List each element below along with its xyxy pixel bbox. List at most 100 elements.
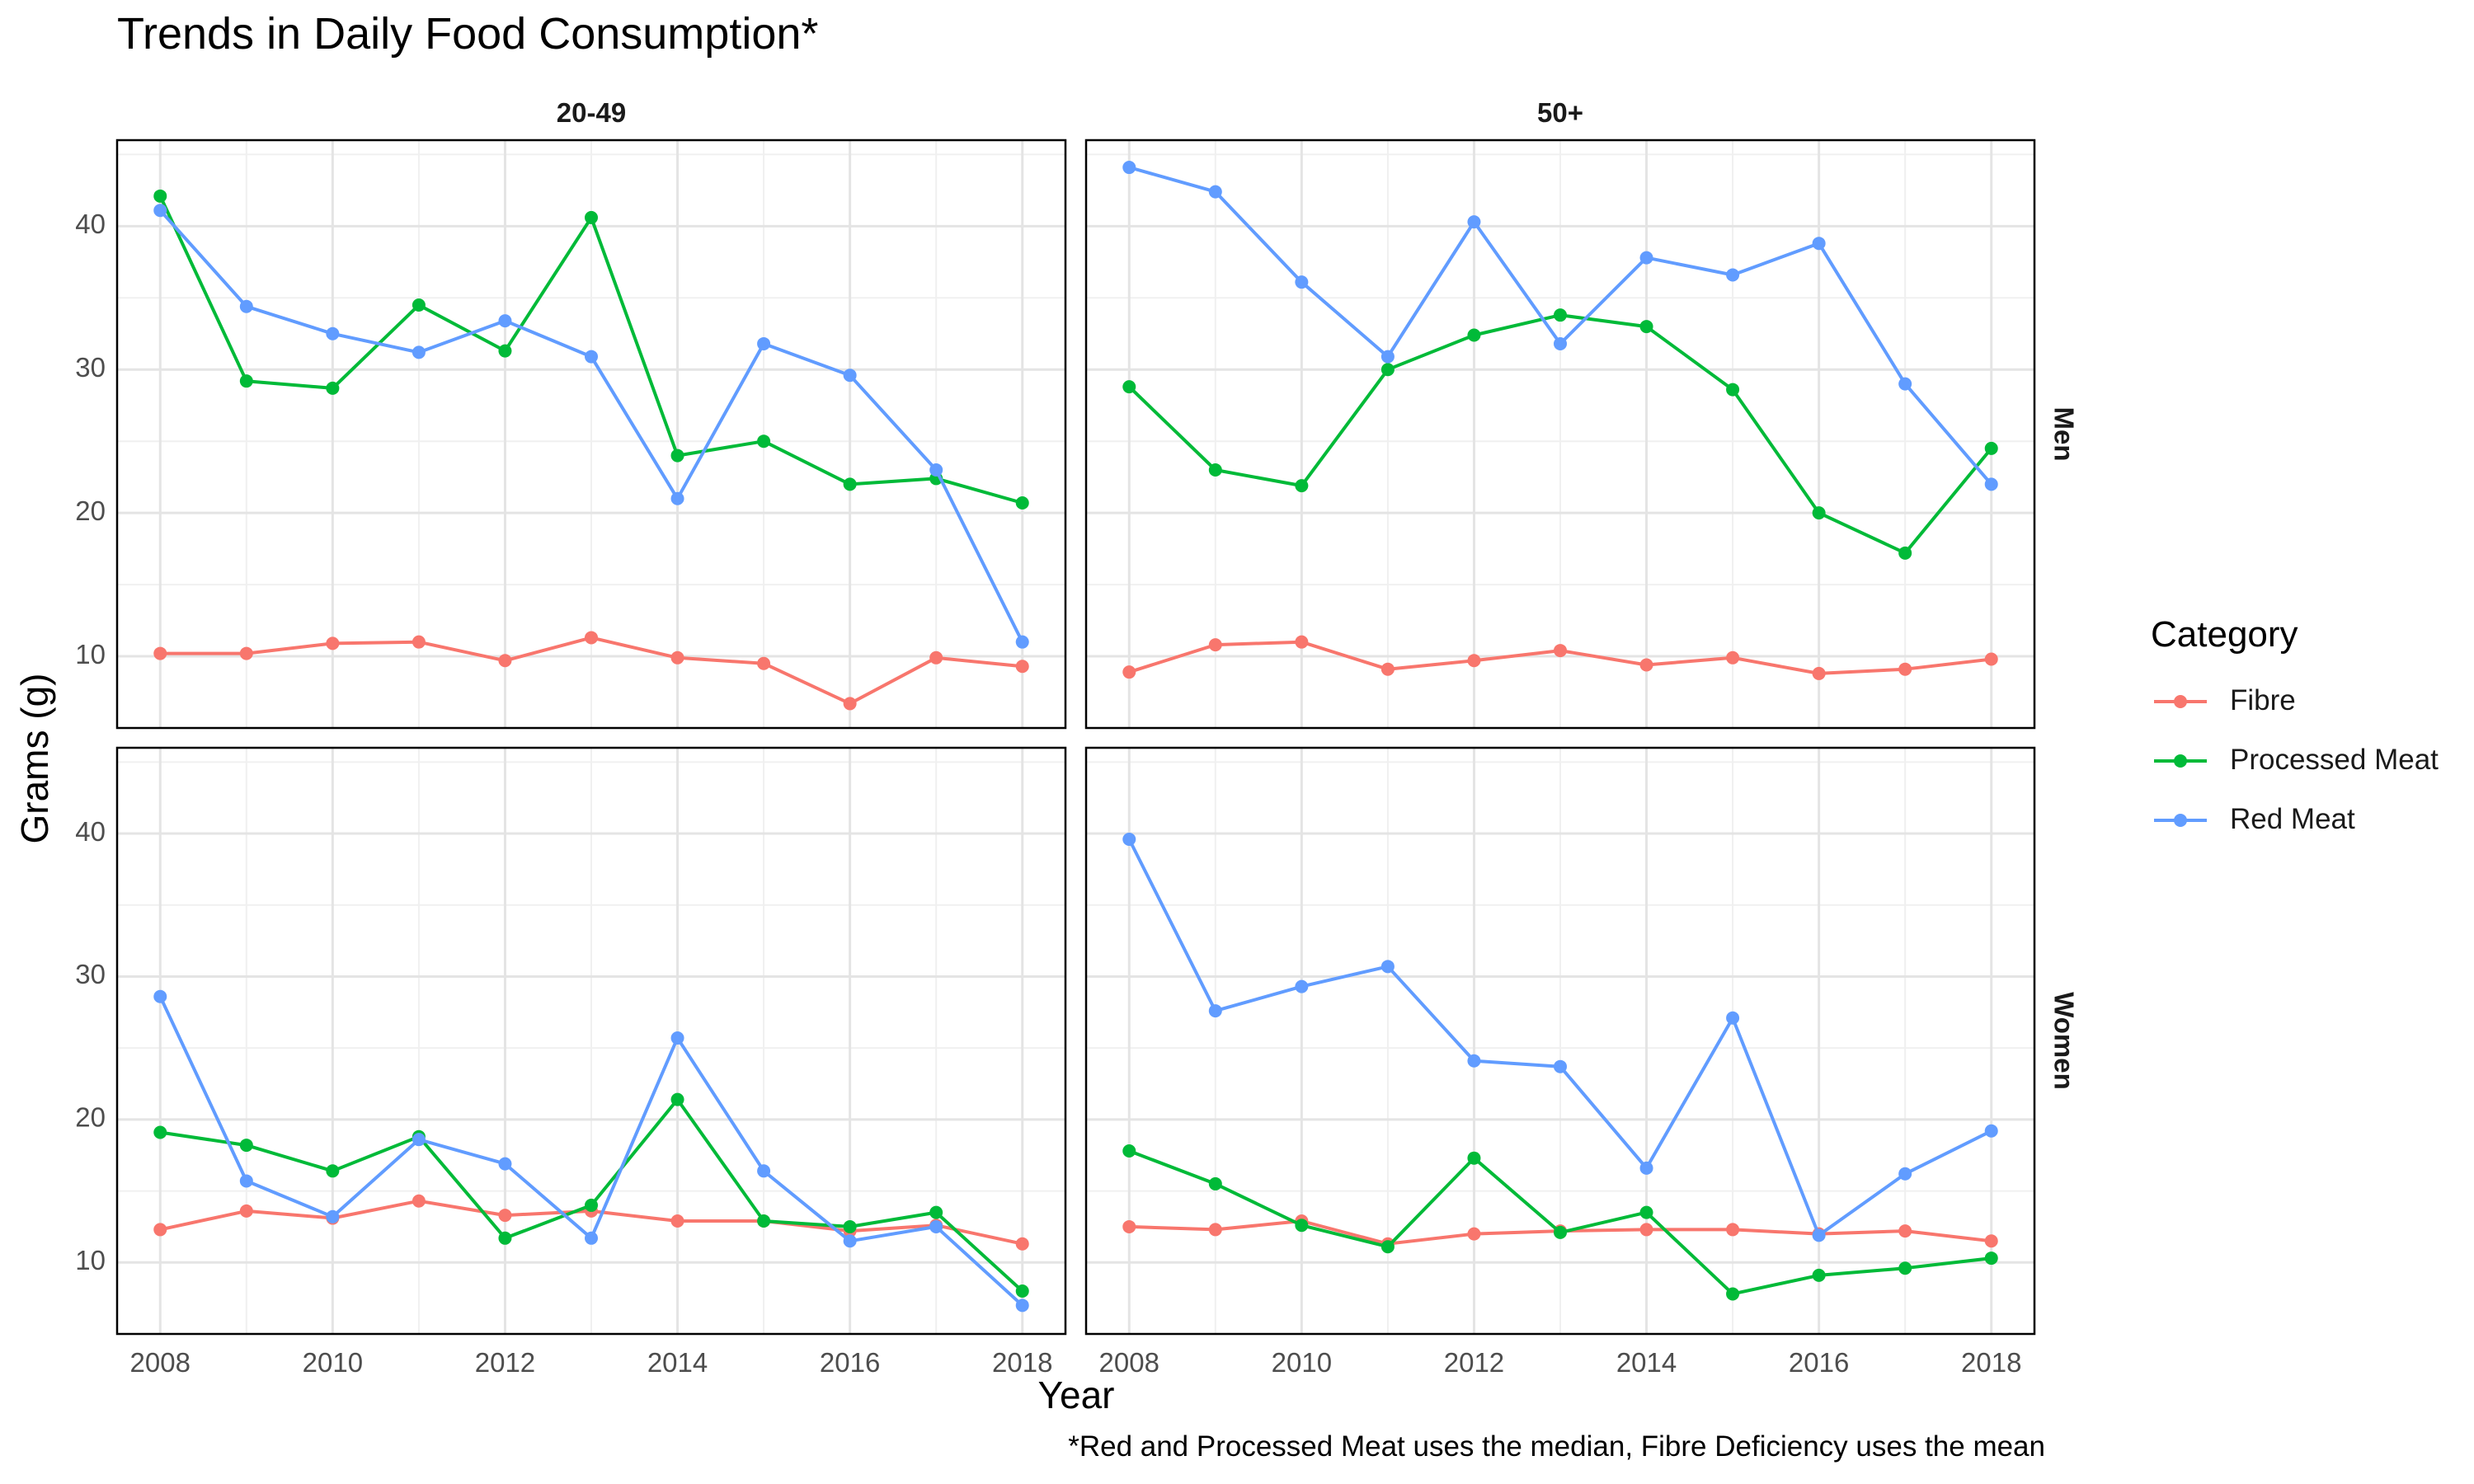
data-point-red-meat-20-49-women (1015, 1298, 1029, 1313)
data-point-fibre-20-49-men (1015, 660, 1029, 674)
legend-label-red-meat: Red Meat (2230, 803, 2355, 835)
data-point-red-meat-20-49-men (585, 350, 598, 364)
data-point-red-meat-20-49-men (326, 326, 340, 340)
data-point-red-meat-50-men (1984, 477, 1998, 491)
data-point-fibre-20-49-women (412, 1194, 426, 1208)
data-point-processed-meat-50-women (1554, 1225, 1567, 1239)
data-point-processed-meat-20-49-men (670, 448, 684, 463)
data-point-processed-meat-50-men (1295, 479, 1309, 493)
data-point-fibre-50-men (1295, 635, 1309, 649)
data-point-processed-meat-20-49-men (757, 434, 771, 448)
data-point-fibre-20-49-men (843, 697, 857, 711)
data-point-fibre-50-men (1380, 662, 1395, 676)
x-tick-label: 2014 (647, 1347, 708, 1378)
data-point-processed-meat-50-women (1380, 1240, 1395, 1254)
data-point-red-meat-20-49-women (670, 1031, 684, 1045)
data-point-red-meat-50-men (1726, 268, 1740, 282)
data-point-red-meat-20-49-women (412, 1133, 426, 1147)
legend-label-fibre: Fibre (2230, 684, 2296, 716)
data-point-red-meat-20-49-men (412, 345, 426, 359)
data-point-fibre-20-49-men (585, 631, 598, 645)
data-point-processed-meat-50-women (1639, 1205, 1653, 1219)
y-tick-label: 40 (75, 209, 106, 239)
data-point-fibre-20-49-men (498, 654, 512, 668)
data-point-fibre-50-men (1639, 658, 1653, 672)
legend-title: Category (2151, 614, 2298, 655)
data-point-processed-meat-20-49-men (498, 344, 512, 358)
data-point-processed-meat-50-women (1984, 1252, 1998, 1266)
data-point-processed-meat-20-49-men (1015, 495, 1029, 510)
legend-key-red-meat (2154, 814, 2207, 827)
data-point-red-meat-20-49-women (153, 989, 167, 1003)
y-tick-label: 10 (75, 1245, 106, 1275)
legend: Category Fibre Processed Meat Red Meat (2151, 614, 2439, 852)
data-point-processed-meat-50-women (1726, 1287, 1740, 1301)
data-point-processed-meat-50-women (1208, 1176, 1222, 1190)
data-point-fibre-50-women (1122, 1219, 1136, 1233)
data-point-fibre-50-women (1984, 1234, 1998, 1248)
data-point-fibre-50-men (1467, 654, 1481, 668)
data-point-processed-meat-50-men (1122, 380, 1136, 394)
data-point-red-meat-20-49-women (326, 1209, 340, 1223)
data-point-red-meat-50-women (1208, 1004, 1222, 1018)
data-point-processed-meat-20-49-women (239, 1139, 253, 1153)
data-point-fibre-50-men (1726, 650, 1740, 665)
data-point-processed-meat-20-49-men (843, 477, 857, 491)
x-tick-label: 2012 (1444, 1347, 1504, 1378)
panel-border-50-men (1084, 139, 2036, 730)
data-point-processed-meat-20-49-men (585, 210, 598, 224)
data-point-red-meat-20-49-women (929, 1219, 943, 1233)
data-point-red-meat-50-women (1380, 960, 1395, 974)
y-tick-label: 20 (75, 495, 106, 526)
data-point-fibre-20-49-men (757, 656, 771, 670)
data-point-processed-meat-50-men (1639, 320, 1653, 334)
data-point-fibre-20-49-men (153, 646, 167, 660)
data-point-red-meat-50-men (1380, 350, 1395, 364)
data-point-fibre-50-women (1639, 1223, 1653, 1237)
data-point-processed-meat-50-men (1554, 308, 1567, 322)
data-point-red-meat-50-women (1984, 1124, 1998, 1138)
legend-key-processed-meat (2154, 754, 2207, 768)
data-point-red-meat-20-49-women (843, 1234, 857, 1248)
legend-label-processed-meat: Processed Meat (2230, 744, 2439, 776)
data-point-red-meat-20-49-women (498, 1157, 512, 1171)
legend-item-red-meat: Red Meat (2151, 792, 2355, 852)
data-point-red-meat-20-49-men (843, 369, 857, 383)
data-point-fibre-20-49-women (1015, 1237, 1029, 1251)
data-point-red-meat-50-men (1467, 215, 1481, 229)
data-point-red-meat-20-49-men (757, 336, 771, 350)
data-point-processed-meat-20-49-women (1015, 1284, 1029, 1298)
data-point-processed-meat-50-women (1122, 1144, 1136, 1158)
data-point-fibre-20-49-men (412, 635, 426, 649)
data-point-fibre-50-men (1812, 666, 1826, 680)
data-point-fibre-50-men (1208, 638, 1222, 652)
data-point-red-meat-50-women (1898, 1167, 1912, 1181)
data-point-fibre-50-men (1122, 665, 1136, 679)
panel-border-20-49-women (115, 746, 1067, 1336)
x-tick-label: 2010 (1272, 1347, 1332, 1378)
data-point-processed-meat-20-49-women (326, 1164, 340, 1178)
y-axis-label: Grams (g) (13, 673, 56, 844)
data-point-fibre-20-49-men (239, 646, 253, 660)
data-point-red-meat-50-men (1639, 251, 1653, 265)
data-point-red-meat-20-49-women (585, 1231, 598, 1245)
y-tick-label: 10 (75, 639, 106, 669)
data-point-red-meat-50-men (1812, 237, 1826, 251)
x-tick-label: 2018 (992, 1347, 1052, 1378)
data-point-red-meat-50-men (1295, 275, 1309, 289)
data-point-processed-meat-50-men (1812, 506, 1826, 520)
data-point-processed-meat-50-women (1898, 1261, 1912, 1275)
data-point-red-meat-50-women (1726, 1011, 1740, 1025)
data-point-processed-meat-20-49-women (153, 1125, 167, 1139)
facet-label-women: Women (2048, 992, 2079, 1090)
data-point-red-meat-50-men (1208, 185, 1222, 199)
data-point-red-meat-20-49-men (670, 491, 684, 505)
chart-footnote: *Red and Processed Meat uses the median,… (1068, 1430, 2045, 1463)
data-point-fibre-20-49-men (326, 636, 340, 650)
data-point-processed-meat-20-49-women (670, 1092, 684, 1106)
panel-border-50-women (1084, 746, 2036, 1336)
data-point-fibre-50-men (1554, 644, 1567, 658)
y-tick-label: 40 (75, 816, 106, 847)
y-tick-label: 30 (75, 959, 106, 989)
